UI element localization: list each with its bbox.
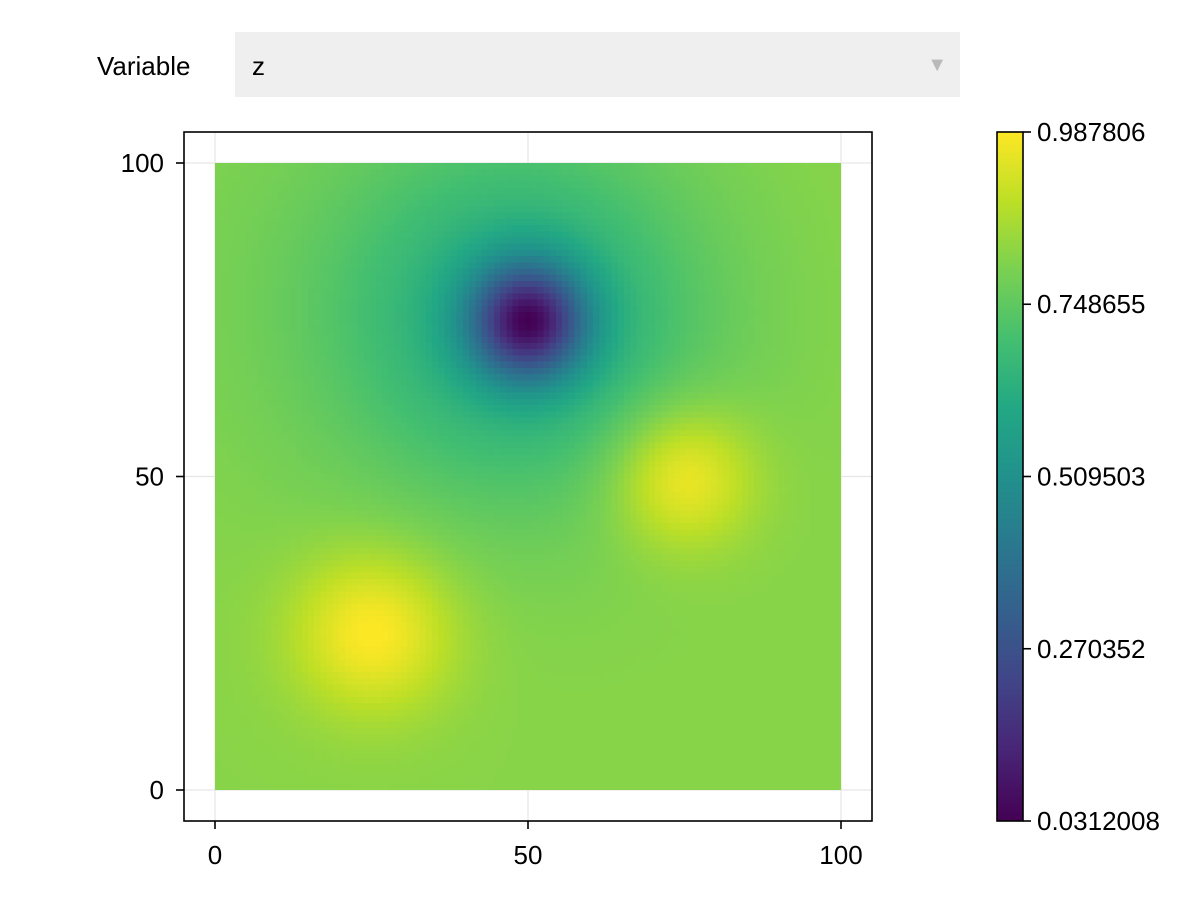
triangle-down-icon: ▼ <box>927 54 947 76</box>
variable-dropdown[interactable]: z ▼ <box>235 32 960 97</box>
colorbar-tick-label: 0.0312008 <box>1037 806 1160 836</box>
y-axis-ticks: 0 50 100 <box>121 148 184 805</box>
heatmap-raster <box>215 163 841 790</box>
x-axis-ticks: 0 50 100 <box>208 821 863 870</box>
colorbar-tick-label: 0.987806 <box>1037 117 1145 147</box>
colorbar-ticks: 0.0312008 0.270352 0.509503 0.748655 0.98780… <box>1023 117 1160 836</box>
x-tick-label: 100 <box>819 840 862 870</box>
variable-dropdown-value: z <box>252 51 265 81</box>
colorbar-tick-label: 0.748655 <box>1037 289 1145 319</box>
colorbar-tick-label: 0.270352 <box>1037 634 1145 664</box>
colorbar <box>996 131 1024 822</box>
variable-label: Variable <box>97 51 191 81</box>
x-tick-label: 50 <box>514 840 543 870</box>
y-tick-label: 0 <box>150 775 164 805</box>
y-tick-label: 50 <box>135 462 164 492</box>
colorbar-tick-label: 0.509503 <box>1037 462 1145 492</box>
x-tick-label: 0 <box>208 840 222 870</box>
y-tick-label: 100 <box>121 148 164 178</box>
